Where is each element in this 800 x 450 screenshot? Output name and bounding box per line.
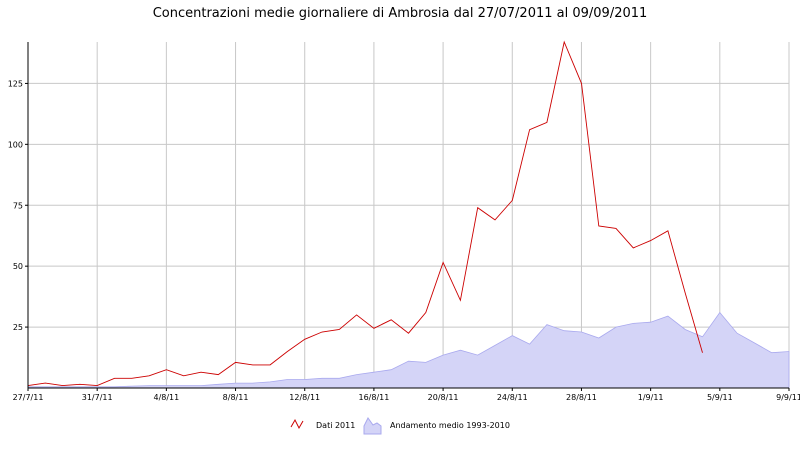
y-tick-label: 50 [13, 262, 23, 271]
x-tick-label: 28/8/11 [566, 393, 597, 402]
y-tick-label: 125 [8, 79, 23, 88]
x-tick-label: 27/7/11 [13, 393, 44, 402]
legend: Dati 2011 Andamento medio 1993-2010 [290, 417, 510, 435]
x-tick-label: 12/8/11 [289, 393, 320, 402]
legend-swatch-dati-2011 [290, 418, 304, 430]
x-tick-label: 8/8/11 [223, 393, 249, 402]
y-tick-label: 75 [13, 201, 23, 210]
line-series-dati-2011 [27, 40, 703, 387]
x-tick-label: 9/9/11 [776, 393, 800, 402]
y-tick-label: 100 [8, 140, 23, 149]
y-tick-label: 25 [13, 323, 23, 332]
x-tick-label: 24/8/11 [497, 393, 528, 402]
x-tick-label: 20/8/11 [428, 393, 459, 402]
line-series-layer [27, 40, 703, 387]
area-series-layer [27, 311, 790, 389]
x-tick-label: 31/7/11 [82, 393, 113, 402]
area-series-andamento-medio [27, 311, 790, 389]
x-tick-label: 1/9/11 [638, 393, 664, 402]
chart-title: Concentrazioni medie giornaliere di Ambr… [152, 6, 648, 21]
x-tick-label: 5/9/11 [707, 393, 733, 402]
x-tick-label: 16/8/11 [358, 393, 389, 402]
legend-label-dati-2011: Dati 2011 [316, 421, 355, 430]
x-tick-label: 4/8/11 [153, 393, 179, 402]
axis-layer: 27/7/11 31/7/11 4/8/11 8/8/11 12/8/11 16/8/11… [8, 42, 800, 402]
legend-swatch-andamento-medio [363, 417, 382, 435]
legend-label-andamento-medio: Andamento medio 1993-2010 [390, 421, 510, 430]
